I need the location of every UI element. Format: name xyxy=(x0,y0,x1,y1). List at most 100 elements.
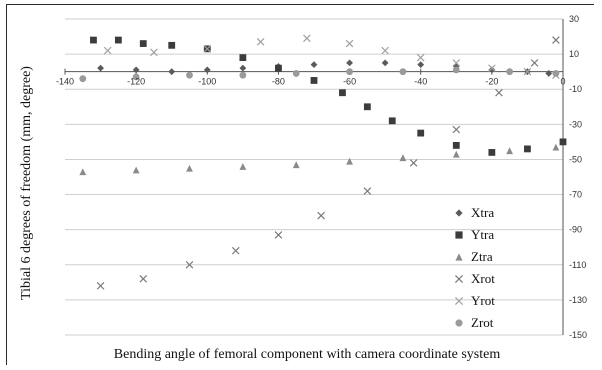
chart-background xyxy=(7,5,595,366)
data-point xyxy=(363,187,372,195)
y-tick-label: -70 xyxy=(569,190,582,200)
data-point xyxy=(417,61,425,69)
y-tick-label: -110 xyxy=(569,260,586,270)
data-point xyxy=(310,61,318,69)
data-point xyxy=(203,45,212,53)
data-point xyxy=(530,59,539,67)
tick-labels: 30 10 -10 -30 -50 -70 -90 -110 -130 -150 -140 -120 -… xyxy=(56,14,587,340)
legend-marker xyxy=(455,209,463,217)
data-point xyxy=(90,36,97,44)
legend-label: Xtra xyxy=(471,205,494,220)
data-point xyxy=(150,48,158,57)
data-point xyxy=(545,70,553,77)
legend-marker xyxy=(455,231,463,239)
data-point xyxy=(132,66,140,74)
y-axis-label: Tibial 6 degrees of freedom (mm, degree) xyxy=(19,66,34,300)
data-point xyxy=(452,125,461,134)
data-point xyxy=(139,40,147,47)
data-point xyxy=(114,36,122,44)
y-tick-label: -10 xyxy=(569,84,582,94)
data-point xyxy=(524,145,531,153)
x-tick-label: -100 xyxy=(198,77,216,87)
data-point xyxy=(346,157,353,165)
data-point xyxy=(552,36,560,44)
data-point xyxy=(231,246,240,255)
y-tick-label: -90 xyxy=(569,225,582,235)
data-point xyxy=(417,129,425,137)
legend-label: Yrot xyxy=(471,293,495,308)
data-point xyxy=(239,71,247,79)
x-tick-label: -140 xyxy=(56,77,74,87)
y-tick-label: 10 xyxy=(569,49,579,59)
x-tick-label: -80 xyxy=(272,77,285,87)
x-tick-label: -20 xyxy=(485,77,498,87)
data-point xyxy=(292,161,300,169)
legend-item: Ztra xyxy=(455,249,493,264)
legend-marker xyxy=(454,296,464,306)
data-point xyxy=(552,70,560,77)
data-point xyxy=(452,66,460,74)
chart-frame: 30 10 -10 -30 -50 -70 -90 -110 -130 -150 -140 -120 -… xyxy=(6,4,595,366)
x-tick-label: -60 xyxy=(343,77,356,87)
legend-label: Ztra xyxy=(471,249,493,264)
data-point xyxy=(317,211,325,220)
data-point xyxy=(559,138,567,146)
legend-marker xyxy=(454,274,464,284)
legend-marker xyxy=(455,319,463,327)
data-point xyxy=(488,149,496,156)
data-point xyxy=(399,68,407,76)
data-point xyxy=(552,143,560,151)
data-point xyxy=(97,64,104,72)
series-xrot xyxy=(96,36,560,290)
data-point xyxy=(452,59,461,67)
data-point xyxy=(381,59,389,67)
data-point xyxy=(363,103,371,111)
y-tick-label: -30 xyxy=(569,119,582,129)
data-point xyxy=(239,163,247,170)
data-point xyxy=(203,66,211,74)
data-point xyxy=(409,159,418,167)
data-point xyxy=(506,147,514,155)
y-tick-label: -50 xyxy=(569,154,582,164)
data-point xyxy=(488,66,496,74)
legend-label: Xrot xyxy=(471,271,495,286)
data-points xyxy=(79,34,567,290)
data-point xyxy=(506,68,514,76)
data-point xyxy=(185,260,194,269)
data-point xyxy=(132,73,140,81)
data-point xyxy=(79,75,87,83)
data-point xyxy=(488,64,496,72)
data-point xyxy=(339,89,346,97)
legend: Xtra Ytra Ztra Xrot Yrot Zrot xyxy=(454,205,495,330)
legend-item: Zrot xyxy=(455,315,494,330)
data-point xyxy=(399,154,407,162)
legend-item: Xtra xyxy=(455,205,494,220)
x-tick-label: -40 xyxy=(414,77,427,87)
data-point xyxy=(416,53,425,62)
data-point xyxy=(310,77,318,84)
series-ztra xyxy=(79,143,560,176)
data-point xyxy=(168,41,176,49)
y-tick-label: -150 xyxy=(569,330,587,340)
data-point xyxy=(132,166,140,174)
data-point xyxy=(186,164,193,172)
data-point xyxy=(96,282,105,290)
legend-item: Xrot xyxy=(454,271,495,286)
data-point xyxy=(239,54,247,62)
scatter-chart: 30 10 -10 -30 -50 -70 -90 -110 -130 -150 -140 -120 -… xyxy=(7,5,595,366)
data-point xyxy=(523,67,532,76)
legend-marker xyxy=(455,253,463,261)
series-zrot xyxy=(79,66,560,83)
data-point xyxy=(452,63,460,70)
x-tick-label: 0 xyxy=(560,77,565,87)
data-point xyxy=(274,231,283,239)
data-point xyxy=(495,88,503,97)
data-point xyxy=(345,39,354,48)
data-point xyxy=(275,64,282,72)
data-point xyxy=(303,34,311,43)
x-axis-label: Bending angle of femoral component with … xyxy=(113,347,501,362)
data-point xyxy=(388,117,396,125)
legend-label: Ytra xyxy=(471,227,494,242)
data-point xyxy=(186,71,193,79)
legend-item: Yrot xyxy=(454,293,495,308)
